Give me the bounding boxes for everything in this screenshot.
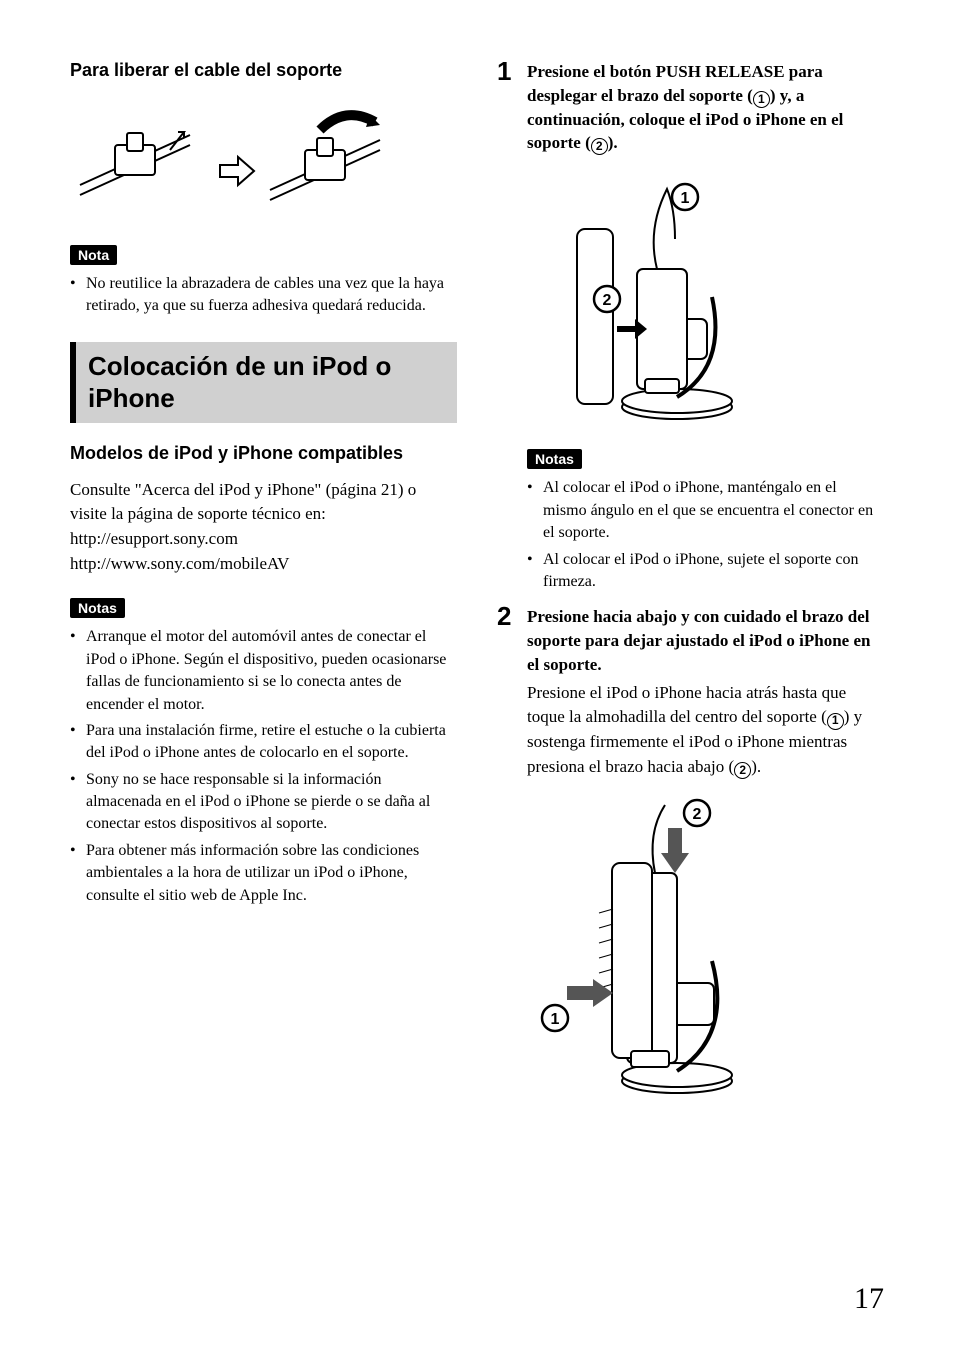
step-2-body: Presione el iPod o iPhone hacia atrás ha… bbox=[527, 681, 884, 780]
list-item: Para una instalación firme, retire el es… bbox=[70, 720, 457, 765]
list-item: Sony no se hace responsable si la inform… bbox=[70, 769, 457, 836]
nota-label: Nota bbox=[70, 245, 117, 265]
page-number: 17 bbox=[854, 1282, 884, 1316]
notas-list-left: Arranque el motor del automóvil antes de… bbox=[70, 626, 457, 907]
svg-text:2: 2 bbox=[693, 806, 702, 823]
list-item: Arranque el motor del automóvil antes de… bbox=[70, 626, 457, 716]
step-2: 2 Presione hacia abajo y con cuidado el … bbox=[497, 605, 884, 779]
notas-list-right: Al colocar el iPod o iPhone, manténgalo … bbox=[527, 477, 884, 593]
ref-2-icon: 2 bbox=[734, 762, 751, 779]
step-1-heading: Presione el botón PUSH RELEASE para desp… bbox=[527, 60, 884, 155]
compat-heading: Modelos de iPod y iPhone compatibles bbox=[70, 443, 457, 464]
step1-text-c: ). bbox=[608, 133, 618, 152]
svg-text:1: 1 bbox=[681, 190, 690, 207]
notas-label-left: Notas bbox=[70, 598, 125, 618]
left-column: Para liberar el cable del soporte bbox=[70, 60, 457, 1117]
ref-1-icon: 1 bbox=[827, 713, 844, 730]
step-2-illustration: 2 1 bbox=[527, 793, 884, 1103]
section-title: Colocación de un iPod o iPhone bbox=[70, 342, 457, 423]
list-item: Al colocar el iPod o iPhone, manténgalo … bbox=[527, 477, 884, 544]
step-number-1: 1 bbox=[497, 58, 517, 84]
nota-list: No reutilice la abrazadera de cables una… bbox=[70, 273, 457, 318]
list-item: Al colocar el iPod o iPhone, sujete el s… bbox=[527, 549, 884, 594]
right-column: 1 Presione el botón PUSH RELEASE para de… bbox=[497, 60, 884, 1117]
compat-body: Consulte "Acerca del iPod y iPhone" (pág… bbox=[70, 478, 457, 527]
step-1: 1 Presione el botón PUSH RELEASE para de… bbox=[497, 60, 884, 155]
svg-text:1: 1 bbox=[551, 1011, 560, 1028]
support-url-1: http://esupport.sony.com bbox=[70, 527, 457, 552]
step-2-heading: Presione hacia abajo y con cuidado el br… bbox=[527, 605, 884, 676]
list-item: Para obtener más información sobre las c… bbox=[70, 840, 457, 907]
ref-1-icon: 1 bbox=[753, 91, 770, 108]
step2-text-c: ). bbox=[751, 757, 761, 776]
notas-label-right: Notas bbox=[527, 449, 582, 469]
ref-2-icon: 2 bbox=[591, 138, 608, 155]
svg-text:2: 2 bbox=[603, 292, 612, 309]
step2-text-a: Presione el iPod o iPhone hacia atrás ha… bbox=[527, 683, 846, 727]
step-1-illustration: 1 2 bbox=[527, 169, 884, 429]
list-item: No reutilice la abrazadera de cables una… bbox=[70, 273, 457, 318]
release-cable-heading: Para liberar el cable del soporte bbox=[70, 60, 457, 81]
support-url-2: http://www.sony.com/mobileAV bbox=[70, 552, 457, 577]
release-cable-illustration bbox=[70, 95, 457, 225]
step-number-2: 2 bbox=[497, 603, 517, 629]
